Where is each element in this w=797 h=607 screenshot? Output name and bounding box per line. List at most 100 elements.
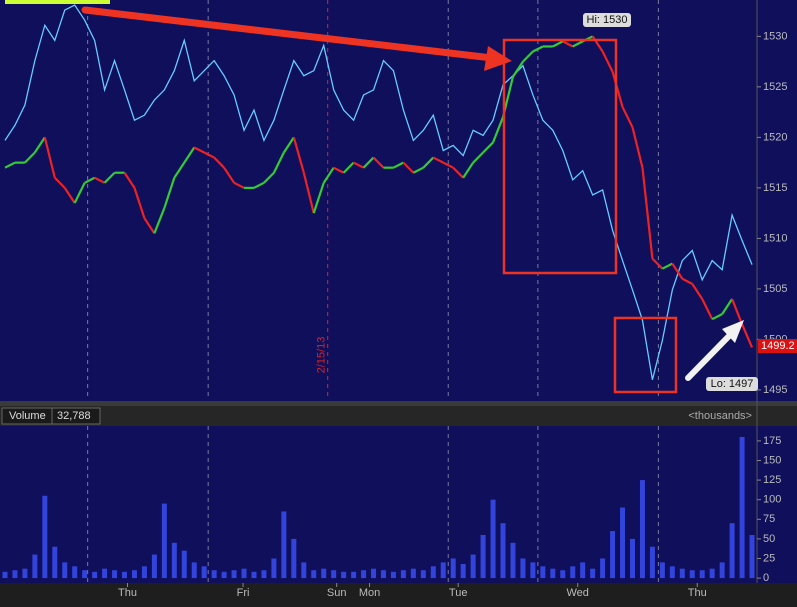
volume-bar: [171, 542, 177, 579]
price-segment: [123, 172, 136, 189]
price-segment: [173, 162, 186, 179]
price-segment: [741, 323, 754, 348]
price-segment: [711, 313, 723, 321]
volume-bar: [301, 562, 307, 579]
price-segment: [353, 161, 365, 169]
price-segment: [422, 156, 435, 169]
volume-bar: [251, 571, 257, 579]
price-segment: [631, 127, 644, 168]
price-segment: [611, 71, 624, 108]
volume-bar: [510, 542, 516, 579]
y-tick-label: 50: [763, 533, 775, 545]
volume-bar: [590, 568, 596, 579]
x-tick-label: Fri: [237, 587, 250, 599]
price-segment: [362, 156, 375, 169]
y-tick-label: 1525: [763, 81, 787, 93]
price-segment: [73, 182, 86, 204]
volume-bar: [261, 570, 267, 579]
y-tick-label: 1505: [763, 283, 787, 295]
price-segment: [183, 146, 196, 164]
volume-bar: [102, 568, 108, 579]
price-segment: [223, 167, 235, 184]
volume-bar: [12, 570, 18, 579]
volume-bar: [390, 571, 396, 579]
x-tick-label: Mon: [359, 587, 380, 599]
y-tick-label: 25: [763, 552, 775, 564]
volume-bar: [291, 538, 297, 579]
y-tick-label: 1515: [763, 182, 787, 194]
y-tick-label: 1520: [763, 131, 787, 143]
arrow: [685, 332, 733, 381]
volume-bar: [191, 562, 197, 579]
price-segment: [133, 187, 146, 219]
price-segment: [452, 166, 464, 179]
price-segment: [392, 161, 404, 169]
y-tick-label: 75: [763, 513, 775, 525]
volume-bar: [669, 566, 675, 579]
volume-bar: [72, 566, 78, 579]
arrow-head: [722, 320, 744, 343]
price-segment: [661, 262, 673, 270]
last-price: 1499.2: [761, 340, 795, 352]
price-segment: [552, 40, 564, 48]
price-segment: [432, 156, 444, 164]
volume-bar: [470, 554, 476, 579]
volume-bar: [649, 546, 655, 579]
volume-bar: [2, 571, 8, 579]
price-segment: [302, 172, 315, 214]
volume-bar: [201, 566, 207, 579]
date-marker-label: 2/15/13: [316, 337, 328, 374]
volume-bar: [161, 503, 167, 579]
hi-label: Hi: 1530: [587, 14, 628, 26]
volume-bar: [151, 554, 157, 579]
price-segment: [342, 161, 355, 174]
price-segment: [322, 167, 335, 184]
volume-bar: [231, 570, 237, 579]
price-segment: [691, 283, 704, 300]
volume-bar: [211, 570, 217, 579]
volume-bar: [42, 495, 48, 579]
price-segment: [462, 162, 475, 179]
highlight-box: [502, 38, 618, 275]
lo-label-box: [706, 377, 758, 391]
volume-bar: [281, 511, 287, 579]
price-segment: [333, 166, 345, 174]
volume-bar: [550, 568, 556, 579]
volume-bar: [450, 558, 456, 579]
volume-bar: [122, 571, 128, 579]
highlight-tab: [5, 0, 110, 4]
volume-bar: [500, 523, 506, 579]
volume-bar: [241, 568, 247, 579]
volume-units: <thousands>: [688, 410, 752, 422]
volume-bar: [62, 562, 68, 579]
volume-bar: [689, 570, 695, 579]
volume-bar: [321, 568, 327, 579]
price-segment: [402, 161, 415, 174]
volume-bar: [400, 570, 406, 579]
volume-bar: [480, 534, 486, 579]
volume-bar: [341, 571, 347, 579]
volume-bar: [271, 558, 277, 579]
y-tick-label: 1510: [763, 232, 787, 244]
price-segment: [143, 217, 156, 234]
price-segment: [482, 141, 494, 154]
y-tick-label: 1530: [763, 30, 787, 42]
price-segment: [621, 106, 634, 128]
volume-bar: [221, 571, 227, 579]
price-segment: [263, 171, 275, 184]
volume-bar: [679, 568, 685, 579]
volume-bar: [311, 570, 317, 579]
volume-bar: [460, 563, 466, 579]
volume-bar: [530, 562, 536, 579]
y-tick-label: 150: [763, 454, 781, 466]
price-segment: [731, 298, 744, 325]
y-tick-label: 100: [763, 494, 781, 506]
volume-value: 32,788: [57, 410, 91, 422]
volume-bar: [380, 570, 386, 579]
price-segment: [233, 181, 245, 189]
volume-bar: [82, 570, 88, 579]
price-segment: [63, 187, 76, 204]
volume-bar: [570, 566, 576, 579]
